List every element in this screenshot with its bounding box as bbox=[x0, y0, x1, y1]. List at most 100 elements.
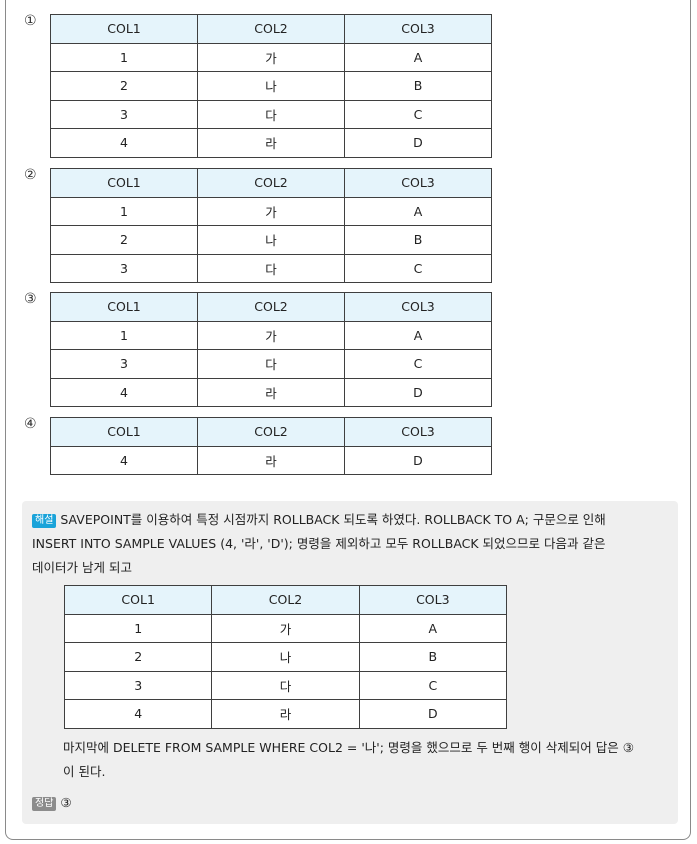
table-cell: 다 bbox=[197, 349, 345, 379]
table-cell: 가 bbox=[211, 613, 360, 643]
table-row: 1 가 A bbox=[50, 320, 492, 350]
explanation-conclusion: 마지막에 DELETE FROM SAMPLE WHERE COL2 = '나'… bbox=[63, 736, 675, 784]
explanation-text: 해설 SAVEPOINT를 이용하여 특정 시점까지 ROLLBACK 되도록 … bbox=[32, 508, 672, 580]
header-cell: COL3 bbox=[344, 168, 492, 198]
explanation-line: 마지막에 DELETE FROM SAMPLE WHERE COL2 = '나'… bbox=[63, 740, 634, 755]
table-cell: 1 bbox=[50, 42, 198, 72]
table-cell: 나 bbox=[197, 225, 345, 255]
answer-value: ③ bbox=[60, 795, 72, 810]
header-cell: COL2 bbox=[197, 168, 345, 198]
table-cell: D bbox=[344, 128, 492, 158]
table-row: 1 가 A bbox=[50, 196, 492, 226]
table-cell: 4 bbox=[50, 445, 198, 475]
table-header-row: COL1 COL2 COL3 bbox=[50, 292, 492, 322]
table-cell: 가 bbox=[197, 320, 345, 350]
table-row: 1 가 A bbox=[50, 42, 492, 72]
header-cell: COL2 bbox=[197, 292, 345, 322]
explanation-line-text: SAVEPOINT를 이용하여 특정 시점까지 ROLLBACK 되도록 하였다… bbox=[60, 512, 606, 527]
table-cell: C bbox=[344, 253, 492, 283]
answer-line: 정답 ③ bbox=[32, 791, 72, 815]
table-cell: 나 bbox=[197, 71, 345, 101]
explanation-line: 해설 SAVEPOINT를 이용하여 특정 시점까지 ROLLBACK 되도록 … bbox=[32, 508, 672, 532]
header-cell: COL2 bbox=[197, 14, 345, 44]
table-cell: 가 bbox=[197, 42, 345, 72]
page-frame bbox=[5, 0, 691, 840]
header-cell: COL1 bbox=[50, 292, 198, 322]
header-cell: COL3 bbox=[344, 14, 492, 44]
table-row: 3 다 C bbox=[50, 99, 492, 129]
table-cell: D bbox=[358, 699, 508, 729]
table-cell: 다 bbox=[197, 99, 345, 129]
header-cell: COL2 bbox=[197, 417, 345, 447]
table-cell: 1 bbox=[63, 613, 213, 643]
table-cell: B bbox=[344, 225, 492, 255]
option-table: COL1 COL2 COL3 1 가 A 2 나 B 3 다 C 4 라 D bbox=[50, 14, 492, 158]
header-cell: COL2 bbox=[211, 585, 360, 615]
table-header-row: COL1 COL2 COL3 bbox=[63, 585, 508, 615]
header-cell: COL3 bbox=[344, 292, 492, 322]
table-cell: 다 bbox=[197, 253, 345, 283]
table-cell: 다 bbox=[211, 670, 360, 700]
table-row: 2 나 B bbox=[50, 225, 492, 255]
table-row: 4 라 D bbox=[50, 128, 492, 158]
table-cell: 4 bbox=[50, 377, 198, 407]
table-cell: 4 bbox=[50, 128, 198, 158]
table-cell: B bbox=[358, 642, 508, 672]
table-cell: A bbox=[344, 42, 492, 72]
header-cell: COL1 bbox=[50, 168, 198, 198]
header-cell: COL1 bbox=[50, 417, 198, 447]
table-row: 1 가 A bbox=[63, 613, 508, 643]
header-cell: COL3 bbox=[344, 417, 492, 447]
table-cell: 1 bbox=[50, 320, 198, 350]
explanation-box: 해설 SAVEPOINT를 이용하여 특정 시점까지 ROLLBACK 되도록 … bbox=[22, 501, 678, 824]
explanation-tag: 해설 bbox=[32, 514, 57, 528]
header-cell: COL3 bbox=[358, 585, 508, 615]
table-cell: 가 bbox=[197, 196, 345, 226]
table-cell: C bbox=[358, 670, 508, 700]
table-cell: A bbox=[358, 613, 508, 643]
option-table: COL1 COL2 COL3 1 가 A 2 나 B 3 다 C bbox=[50, 168, 492, 283]
option-marker: ③ bbox=[24, 291, 37, 307]
table-cell: 2 bbox=[50, 225, 198, 255]
option-table: COL1 COL2 COL3 4 라 D bbox=[50, 417, 492, 475]
table-cell: 1 bbox=[50, 196, 198, 226]
table-cell: 라 bbox=[197, 445, 345, 475]
explanation-line: 이 된다. bbox=[63, 764, 106, 779]
table-row: 4 라 D bbox=[50, 445, 492, 475]
table-cell: C bbox=[344, 349, 492, 379]
table-cell: 3 bbox=[63, 670, 213, 700]
table-cell: 2 bbox=[50, 71, 198, 101]
table-cell: D bbox=[344, 445, 492, 475]
table-cell: 라 bbox=[197, 128, 345, 158]
explanation-line: 데이터가 남게 되고 bbox=[32, 560, 132, 575]
table-row: 2 나 B bbox=[50, 71, 492, 101]
table-header-row: COL1 COL2 COL3 bbox=[50, 168, 492, 198]
table-header-row: COL1 COL2 COL3 bbox=[50, 14, 492, 44]
option-marker: ① bbox=[24, 13, 37, 29]
option-marker: ④ bbox=[24, 416, 37, 432]
option-marker: ② bbox=[24, 167, 37, 183]
table-cell: A bbox=[344, 196, 492, 226]
table-row: 3 다 C bbox=[50, 349, 492, 379]
table-cell: D bbox=[344, 377, 492, 407]
result-table: COL1 COL2 COL3 1 가 A 2 나 B 3 다 C 4 라 D bbox=[63, 585, 508, 729]
table-row: 3 다 C bbox=[63, 670, 508, 700]
table-cell: 라 bbox=[197, 377, 345, 407]
option-table: COL1 COL2 COL3 1 가 A 3 다 C 4 라 D bbox=[50, 292, 492, 407]
table-row: 2 나 B bbox=[63, 642, 508, 672]
table-cell: C bbox=[344, 99, 492, 129]
table-cell: 3 bbox=[50, 253, 198, 283]
answer-tag: 정답 bbox=[32, 797, 57, 811]
table-cell: A bbox=[344, 320, 492, 350]
table-row: 4 라 D bbox=[63, 699, 508, 729]
header-cell: COL1 bbox=[50, 14, 198, 44]
table-cell: 나 bbox=[211, 642, 360, 672]
table-cell: 라 bbox=[211, 699, 360, 729]
table-row: 3 다 C bbox=[50, 253, 492, 283]
table-header-row: COL1 COL2 COL3 bbox=[50, 417, 492, 447]
table-cell: 2 bbox=[63, 642, 213, 672]
table-cell: 3 bbox=[50, 99, 198, 129]
explanation-line: INSERT INTO SAMPLE VALUES (4, '라', 'D');… bbox=[32, 536, 606, 551]
header-cell: COL1 bbox=[63, 585, 213, 615]
table-row: 4 라 D bbox=[50, 377, 492, 407]
